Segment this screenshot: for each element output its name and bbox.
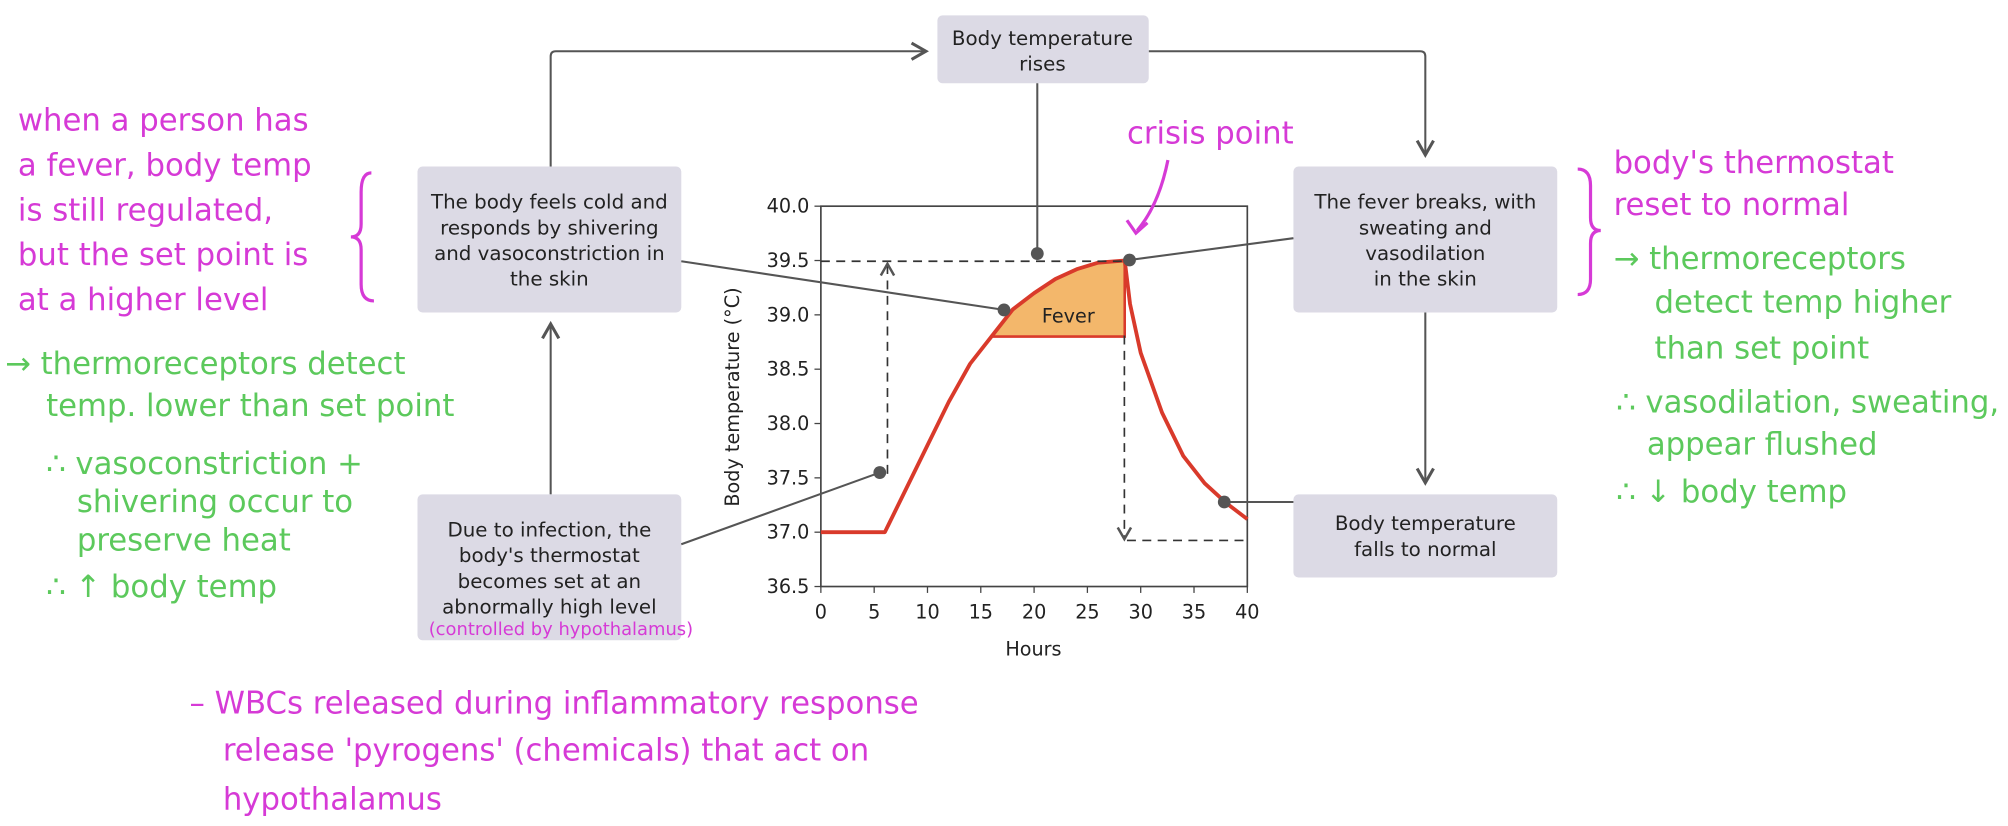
chart: Hours Body temperature (°C) 36.5 37.0 37.5… <box>721 195 1260 661</box>
y-tick-label: 39.0 <box>767 303 810 326</box>
x-tick-label: 0 <box>815 601 827 624</box>
x-tick-label: 10 <box>915 601 939 624</box>
y-tick-label: 39.5 <box>767 249 810 272</box>
connector <box>680 471 881 546</box>
box <box>1293 166 1558 313</box>
annotation: a fever, body temp <box>18 147 312 183</box>
box-text: responds by shivering <box>440 216 659 239</box>
annotation: release 'pyrogens' (chemicals) that act … <box>223 733 869 769</box>
y-tick-label: 37.5 <box>767 466 810 489</box>
annotation: shivering occur to <box>77 484 353 520</box>
box-text: the skin <box>510 268 589 291</box>
annotation: → thermoreceptors detect <box>5 346 405 382</box>
annotation-arrow <box>1125 219 1149 236</box>
x-tick-label: 20 <box>1022 601 1046 624</box>
annotation: body's thermostat <box>1614 145 1894 181</box>
box-text: The fever breaks, with <box>1313 191 1536 214</box>
dot <box>873 466 887 479</box>
annotation: temp. lower than set point <box>46 388 454 424</box>
annotation: is still regulated, <box>18 192 273 228</box>
box <box>417 166 682 313</box>
box-text: Due to infection, the <box>447 519 651 542</box>
dot <box>1030 247 1044 260</box>
x-tick-label: 5 <box>868 601 880 624</box>
annotation: at a higher level <box>18 282 269 318</box>
annotation: reset to normal <box>1614 187 1850 223</box>
annotation: ∴ vasoconstriction + <box>46 446 363 482</box>
y-tick-label: 36.5 <box>767 575 810 598</box>
box-text: vasodilation <box>1365 242 1485 265</box>
y-tick-label: 40.0 <box>767 195 810 218</box>
annotation: appear flushed <box>1647 427 1878 463</box>
arrow <box>549 41 929 167</box>
dot <box>1123 253 1136 267</box>
dot <box>1217 495 1231 509</box>
annotation: preserve heat <box>77 523 291 559</box>
box <box>1293 494 1558 578</box>
area-label: Fever <box>1042 304 1095 327</box>
annotation: – WBCs released during inflammatory resp… <box>190 685 919 721</box>
box-text: becomes set at an <box>458 570 642 593</box>
x-tick-label: 15 <box>969 601 993 624</box>
box-text: abnormally high level <box>442 595 656 618</box>
x-axis-label: Hours <box>1005 638 1061 661</box>
y-tick-label: 37.0 <box>767 521 810 544</box>
box <box>937 15 1149 84</box>
y-tick-label: 38.0 <box>767 412 810 435</box>
annotation: than set point <box>1655 331 1870 367</box>
dot <box>997 303 1011 317</box>
arrow <box>1148 50 1435 159</box>
brace <box>350 171 375 303</box>
connector <box>681 260 1005 311</box>
x-tick-label: 35 <box>1182 601 1206 624</box>
y-axis-label: Body temperature (°C) <box>721 287 744 506</box>
box-text: Body temperature <box>952 27 1133 50</box>
annotation-arrow <box>1135 159 1170 232</box>
annotation: hypothalamus <box>223 781 442 817</box>
box-text: rises <box>1019 52 1066 75</box>
annotation: crisis point <box>1127 115 1294 151</box>
y-tick-label: 38.5 <box>767 358 810 381</box>
box-text: sweating and <box>1359 216 1492 239</box>
annotation: ∴ ↑ body temp <box>46 569 277 605</box>
x-tick-label: 25 <box>1075 601 1099 624</box>
box <box>417 494 682 641</box>
connector <box>1129 237 1294 261</box>
annotation: ∴ vasodilation, sweating, <box>1616 384 1999 420</box>
box-text: falls to normal <box>1354 538 1496 561</box>
box-text: The body feels cold and <box>430 191 668 214</box>
box-text: body's thermostat <box>459 544 640 567</box>
annotation: detect temp higher <box>1655 284 1952 320</box>
box-text: in the skin <box>1374 268 1477 291</box>
annotation: (controlled by hypothalamus) <box>429 619 693 640</box>
temperature-line <box>820 258 1249 535</box>
annotation: but the set point is <box>18 237 308 273</box>
annotation: ∴ ↓ body temp <box>1616 474 1847 510</box>
annotation: when a person has <box>18 103 309 139</box>
x-tick-label: 40 <box>1235 601 1259 624</box>
box-text: Body temperature <box>1335 512 1516 535</box>
box-text: and vasoconstriction in <box>434 242 665 265</box>
annotation: → thermoreceptors <box>1614 241 1906 277</box>
x-tick-label: 30 <box>1128 601 1152 624</box>
brace <box>1577 167 1601 297</box>
